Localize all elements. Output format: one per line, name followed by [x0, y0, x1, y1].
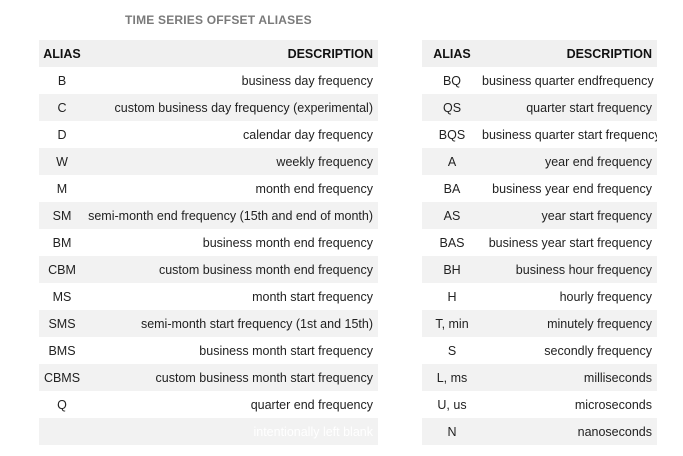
alias-cell: Q: [39, 391, 85, 418]
alias-cell: BM: [39, 229, 85, 256]
alias-cell: C: [39, 94, 85, 121]
description-cell: minutely frequency: [482, 310, 657, 337]
alias-column-header: ALIAS: [39, 40, 85, 67]
description-cell: business hour frequency: [482, 256, 657, 283]
description-cell: nanoseconds: [482, 418, 657, 445]
table-row: CBMS custom business month start frequenc…: [39, 364, 378, 391]
description-cell: business year end frequency: [482, 175, 657, 202]
table-row: BA business year end frequency: [422, 175, 657, 202]
alias-cell: MS: [39, 283, 85, 310]
description-cell: microseconds: [482, 391, 657, 418]
alias-cell: BA: [422, 175, 482, 202]
alias-cell: [39, 418, 85, 445]
alias-cell: BMS: [39, 337, 85, 364]
description-cell: year end frequency: [482, 148, 657, 175]
description-cell: semi-month end frequency (15th and end o…: [85, 202, 378, 229]
table-row: intentionally left blank: [39, 418, 378, 445]
alias-cell: U, us: [422, 391, 482, 418]
description-cell: calendar day frequency: [85, 121, 378, 148]
table-row: T, min minutely frequency: [422, 310, 657, 337]
alias-cell: L, ms: [422, 364, 482, 391]
description-cell: weekly frequency: [85, 148, 378, 175]
description-column-header: DESCRIPTION: [482, 40, 657, 67]
table-row: L, ms milliseconds: [422, 364, 657, 391]
table-row: SMS semi-month start frequency (1st and 1…: [39, 310, 378, 337]
table-row: MS month start frequency: [39, 283, 378, 310]
alias-cell: SM: [39, 202, 85, 229]
description-cell: custom business month end frequency: [85, 256, 378, 283]
description-cell: business quarter start frequency: [482, 121, 657, 148]
alias-cell: D: [39, 121, 85, 148]
description-cell: business quarter endfrequency: [482, 67, 657, 94]
alias-cell: SMS: [39, 310, 85, 337]
table-row: BM business month end frequency: [39, 229, 378, 256]
description-cell: month start frequency: [85, 283, 378, 310]
table-header-row: ALIAS DESCRIPTION: [39, 40, 378, 67]
table-row: SM semi-month end frequency (15th and end…: [39, 202, 378, 229]
table-row: BMS business month start frequency: [39, 337, 378, 364]
table-row: BQS business quarter start frequency: [422, 121, 657, 148]
alias-cell: N: [422, 418, 482, 445]
table-row: AS year start frequency: [422, 202, 657, 229]
table-row: CBM custom business month end frequency: [39, 256, 378, 283]
alias-cell: T, min: [422, 310, 482, 337]
table-row: BAS business year start frequency: [422, 229, 657, 256]
page-title: TIME SERIES OFFSET ALIASES: [125, 13, 312, 27]
table-row: BH business hour frequency: [422, 256, 657, 283]
description-cell: quarter end frequency: [85, 391, 378, 418]
description-cell: quarter start frequency: [482, 94, 657, 121]
description-cell: year start frequency: [482, 202, 657, 229]
table-header-row: ALIAS DESCRIPTION: [422, 40, 657, 67]
alias-cell: CBMS: [39, 364, 85, 391]
alias-cell: S: [422, 337, 482, 364]
table-row: BQ business quarter endfrequency: [422, 67, 657, 94]
alias-cell: A: [422, 148, 482, 175]
alias-cell: BH: [422, 256, 482, 283]
description-cell: custom business month start frequency: [85, 364, 378, 391]
description-cell: month end frequency: [85, 175, 378, 202]
alias-cell: W: [39, 148, 85, 175]
description-cell: business day frequency: [85, 67, 378, 94]
alias-cell: BQS: [422, 121, 482, 148]
alias-column-header: ALIAS: [422, 40, 482, 67]
description-cell: semi-month start frequency (1st and 15th…: [85, 310, 378, 337]
description-cell: business month end frequency: [85, 229, 378, 256]
alias-cell: AS: [422, 202, 482, 229]
description-cell: hourly frequency: [482, 283, 657, 310]
description-cell: business year start frequency: [482, 229, 657, 256]
offset-aliases-table-right: ALIAS DESCRIPTION BQ business quarter end…: [422, 40, 657, 445]
table-row: QS quarter start frequency: [422, 94, 657, 121]
description-cell: business month start frequency: [85, 337, 378, 364]
description-cell: custom business day frequency (experimen…: [85, 94, 378, 121]
alias-cell: QS: [422, 94, 482, 121]
alias-cell: M: [39, 175, 85, 202]
alias-cell: H: [422, 283, 482, 310]
alias-cell: B: [39, 67, 85, 94]
alias-cell: CBM: [39, 256, 85, 283]
description-column-header: DESCRIPTION: [85, 40, 378, 67]
alias-cell: BAS: [422, 229, 482, 256]
alias-cell: BQ: [422, 67, 482, 94]
description-cell: milliseconds: [482, 364, 657, 391]
description-cell: intentionally left blank: [85, 418, 378, 445]
table-row: U, us microseconds: [422, 391, 657, 418]
description-cell: secondly frequency: [482, 337, 657, 364]
